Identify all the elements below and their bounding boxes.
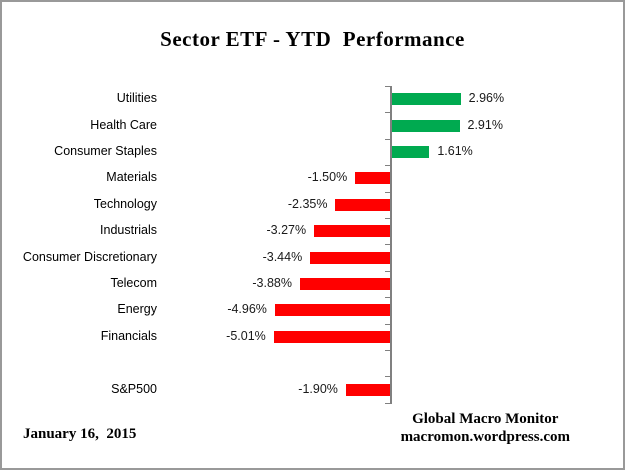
- value-label: -2.35%: [287, 196, 328, 211]
- negative-bar: [335, 198, 390, 211]
- negative-bar: [355, 172, 390, 185]
- footer-source-url: macromon.wordpress.com: [400, 429, 570, 445]
- category-label: Materials: [106, 170, 157, 185]
- category-label: Health Care: [90, 117, 157, 132]
- axis-tick: [385, 192, 392, 193]
- axis-line: [390, 86, 392, 404]
- category-label: Industrials: [100, 223, 157, 238]
- positive-bar: [392, 119, 460, 132]
- category-label: Consumer Staples: [54, 144, 157, 158]
- chart-title: Sector ETF - YTD Performance: [160, 27, 465, 51]
- axis-tick: [385, 244, 392, 245]
- negative-bar: [274, 304, 390, 317]
- category-label: Technology: [93, 196, 157, 211]
- axis-tick: [385, 86, 392, 87]
- category-label: Telecom: [110, 276, 157, 290]
- axis-tick: [385, 324, 392, 325]
- negative-bar: [314, 225, 390, 238]
- negative-bar: [299, 278, 390, 290]
- axis-tick: [385, 350, 392, 351]
- value-label: -1.50%: [307, 170, 348, 185]
- axis-tick: [385, 403, 392, 404]
- value-label: 2.96%: [468, 91, 505, 106]
- footer-date: January 16, 2015: [23, 426, 137, 442]
- value-label: -3.44%: [262, 249, 303, 264]
- category-label: Financials: [100, 328, 157, 343]
- value-label: -3.27%: [266, 223, 307, 238]
- axis-tick: [385, 139, 392, 140]
- footer-attribution: Global Macro Monitor macromon.wordpress.…: [401, 410, 570, 446]
- footer-source-name: Global Macro Monitor: [412, 411, 559, 427]
- axis-tick: [385, 112, 392, 113]
- value-label: -3.88%: [252, 276, 292, 290]
- negative-bar: [310, 251, 390, 264]
- category-label: Energy: [117, 302, 157, 317]
- axis-tick: [385, 218, 392, 219]
- value-label: -4.96%: [227, 302, 267, 317]
- positive-bar: [392, 146, 430, 158]
- category-label: Utilities: [116, 91, 157, 106]
- axis-tick: [385, 165, 392, 166]
- category-label: S&P500: [111, 381, 157, 396]
- axis-tick: [385, 297, 392, 298]
- axis-tick: [385, 376, 392, 377]
- negative-bar: [273, 330, 390, 343]
- value-label: -5.01%: [226, 328, 266, 343]
- positive-bar: [392, 93, 461, 106]
- value-label: 1.61%: [437, 144, 473, 158]
- value-label: 2.91%: [467, 117, 503, 132]
- category-label: Consumer Discretionary: [22, 249, 157, 264]
- negative-bar: [345, 383, 390, 396]
- axis-tick: [385, 271, 392, 272]
- value-label: -1.90%: [298, 381, 338, 396]
